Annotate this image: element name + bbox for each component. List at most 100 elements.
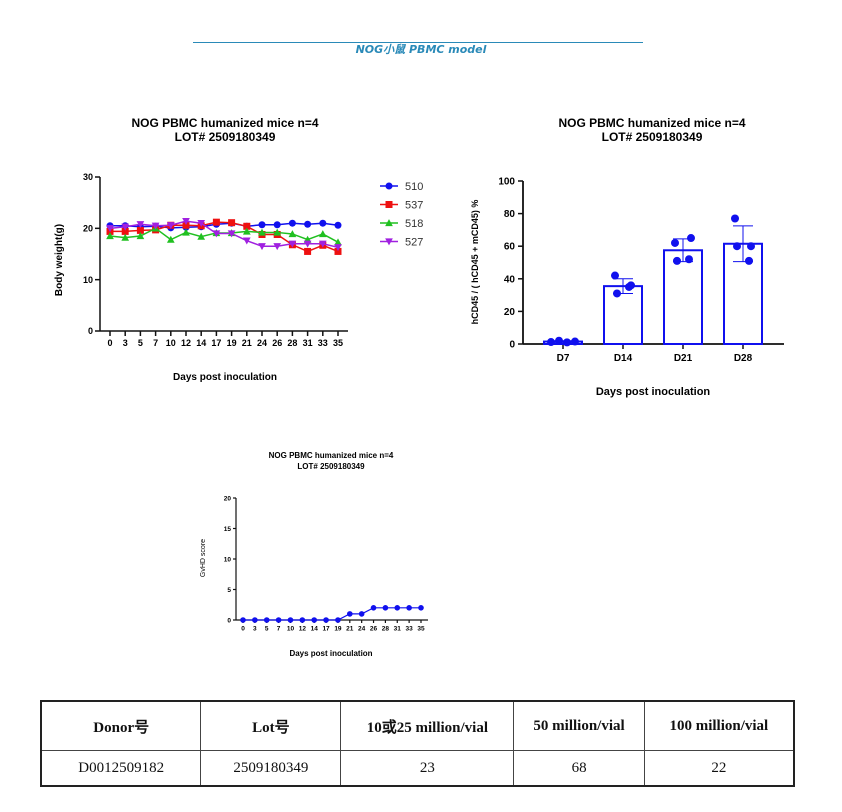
data-point	[166, 235, 175, 243]
x-tick-label: 0	[107, 338, 112, 348]
legend-item-510: 510	[380, 181, 423, 193]
x-tick-label: 19	[227, 338, 237, 348]
legend-label: 537	[405, 200, 423, 212]
data-point	[151, 222, 160, 230]
data-point	[318, 240, 327, 248]
col-header-10-25m: 10或25 million/vial	[340, 700, 515, 751]
y-tick-label: 0	[88, 326, 93, 336]
legend-item-537: 537	[380, 200, 423, 212]
data-point	[121, 233, 130, 241]
data-point	[227, 230, 236, 238]
data-point	[299, 617, 306, 623]
data-point	[287, 617, 294, 623]
bar-group-D14	[603, 271, 643, 346]
cell-donor: D0012509182	[40, 750, 202, 787]
col-header-lot: Lot号	[200, 700, 342, 751]
data-point	[252, 617, 258, 623]
data-point	[311, 617, 318, 623]
data-point	[228, 219, 236, 227]
data-point	[334, 247, 342, 255]
data-point	[318, 230, 327, 238]
data-point	[258, 243, 266, 251]
x-tick-label: 3	[123, 338, 128, 348]
x-tick-label: 10	[166, 338, 176, 348]
data-point	[121, 223, 130, 231]
legend-marker-icon	[385, 238, 393, 246]
data-point	[258, 221, 266, 229]
data-point	[733, 242, 741, 251]
data-point	[731, 214, 739, 223]
series-line-510	[110, 222, 339, 229]
cell-50m: 68	[513, 750, 645, 787]
x-tick-label: 21	[242, 338, 252, 348]
data-point	[243, 222, 251, 230]
data-point	[288, 219, 296, 227]
x-tick-label: 7	[153, 338, 158, 348]
chart3-subtitle: LOT# 2509180349	[297, 462, 365, 471]
x-tick-label: 17	[322, 626, 330, 633]
y-tick-label: 20	[83, 223, 93, 233]
data-point	[197, 232, 206, 240]
data-point	[288, 230, 297, 238]
x-tick-label: 35	[417, 626, 425, 633]
x-tick-label: 33	[406, 626, 414, 633]
y-tick-label: 0	[509, 340, 515, 351]
legend-label: 527	[405, 237, 423, 249]
data-point	[197, 220, 206, 228]
data-point	[671, 238, 679, 247]
chart1-title: NOG PBMC humanized mice n=4	[131, 116, 318, 130]
y-tick-label: 100	[498, 177, 515, 188]
table-row: D0012509182 2509180349 23 68 22	[40, 750, 795, 787]
data-point	[182, 217, 190, 225]
x-tick-label: 35	[333, 338, 343, 348]
data-point	[687, 234, 695, 243]
data-point	[382, 605, 389, 611]
data-point	[273, 228, 282, 236]
data-point	[121, 227, 129, 235]
bar-group-D21	[663, 234, 703, 345]
series-line-GvHD	[243, 607, 421, 621]
x-tick-label: 28	[287, 338, 297, 348]
x-tick-label: D14	[614, 353, 633, 364]
data-point	[263, 617, 270, 623]
data-point	[242, 227, 251, 235]
data-point	[258, 228, 266, 236]
data-point	[406, 605, 412, 611]
data-point	[319, 219, 327, 227]
legend-label: 518	[405, 218, 423, 230]
x-tick-label: 7	[277, 626, 281, 633]
x-tick-label: D21	[674, 353, 693, 364]
chart1-subtitle: LOT# 2509180349	[175, 130, 276, 144]
x-tick-label: 31	[394, 626, 402, 633]
body-weight-chart: NOG PBMC humanized mice n=4 LOT# 2509180…	[54, 116, 423, 383]
legend-item-518: 518	[380, 218, 423, 230]
data-point	[370, 605, 377, 611]
data-point	[240, 617, 246, 623]
data-point	[304, 220, 312, 228]
x-tick-label: 24	[358, 626, 366, 633]
data-point	[136, 221, 145, 229]
col-header-donor: Donor号	[40, 700, 202, 751]
x-tick-label: 14	[196, 338, 206, 348]
x-tick-label: 31	[303, 338, 313, 348]
chart2-xlabel: Days post inoculation	[596, 386, 711, 398]
data-point	[358, 611, 365, 617]
series-527	[106, 217, 342, 252]
col-header-100m: 100 million/vial	[643, 700, 795, 751]
data-point	[685, 255, 693, 264]
x-tick-label: D28	[734, 353, 753, 364]
data-point	[625, 282, 633, 291]
legend-item-527: 527	[380, 237, 423, 249]
vial-inventory-table: Donor号 Lot号 10或25 million/vial 50 millio…	[40, 700, 795, 787]
bar-group-D7	[543, 336, 583, 347]
data-point	[242, 237, 251, 245]
data-point	[106, 225, 114, 233]
data-point	[303, 240, 312, 248]
data-point	[136, 232, 145, 240]
x-tick-label: 26	[370, 626, 378, 633]
data-point	[334, 244, 342, 252]
y-tick-label: 15	[224, 526, 232, 533]
x-tick-label: 12	[299, 626, 307, 633]
data-point	[347, 611, 353, 617]
legend-marker-icon	[385, 201, 393, 208]
